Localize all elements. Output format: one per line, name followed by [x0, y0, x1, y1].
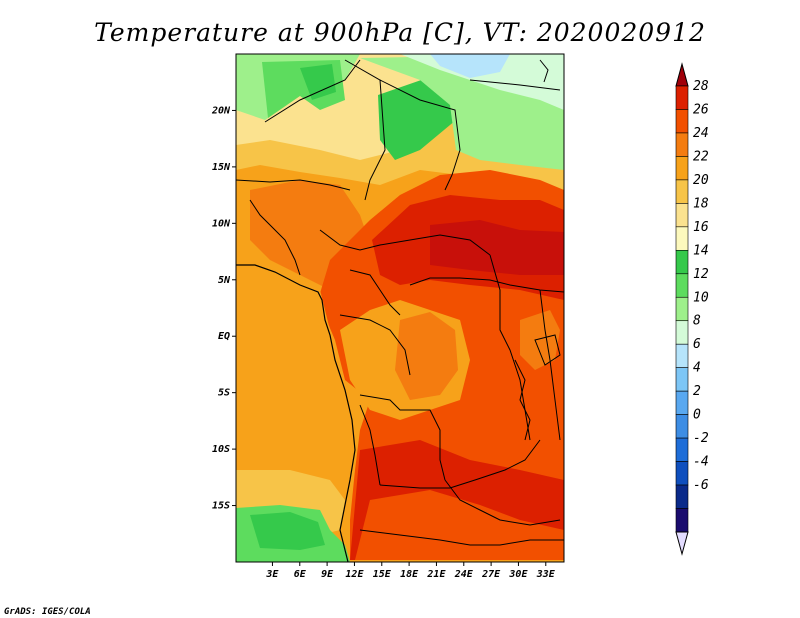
- y-tick-label: 10N: [212, 218, 231, 229]
- colorbar-label: 2: [693, 384, 701, 399]
- colorbar-label: 6: [693, 337, 701, 352]
- colorbar-label: 8: [693, 314, 701, 329]
- y-tick-label: 5S: [218, 388, 230, 399]
- colorbar-label: 14: [693, 243, 709, 258]
- figure-title: Temperature at 900hPa [C], VT: 202002091…: [94, 18, 706, 47]
- colorbar-segment: [675, 250, 689, 275]
- colorbar-bottom-arrow: [675, 531, 689, 556]
- colorbar-segment: [675, 320, 689, 345]
- y-tick-label: 10S: [212, 444, 230, 455]
- grads-credit: GrADS: IGES/COLA: [4, 607, 91, 617]
- colorbar-label: 0: [693, 408, 701, 423]
- colorbar-label: -2: [693, 431, 709, 446]
- temperature-field: [236, 54, 564, 562]
- colorbar-label: 22: [693, 149, 709, 164]
- lake-tanganyika: [514, 359, 531, 441]
- colorbar-segment: [675, 85, 689, 110]
- colorbar-label: 26: [693, 102, 709, 117]
- x-tick-label: 30E: [508, 569, 528, 580]
- colorbar-label: -6: [693, 478, 709, 493]
- colorbar-label: -4: [693, 455, 709, 470]
- colorbar-segment: [675, 343, 689, 368]
- colorbar-segment: [675, 156, 689, 181]
- colorbar-segment: [675, 132, 689, 157]
- colorbar-segment: [675, 273, 689, 298]
- y-tick-label: 20N: [211, 105, 231, 116]
- colorbar-label: 28: [693, 79, 709, 94]
- colorbar-segment: [675, 484, 689, 509]
- lake-victoria: [534, 334, 561, 366]
- colorbar-segment: [675, 109, 689, 134]
- colorbar-label: 16: [693, 220, 709, 235]
- y-tick-label: 5N: [218, 275, 231, 286]
- x-tick-label: 6E: [294, 569, 307, 580]
- x-tick-label: 27E: [481, 569, 501, 580]
- colorbar-label: 4: [693, 361, 701, 376]
- x-tick-label: 21E: [426, 569, 446, 580]
- y-tick-label: 15N: [212, 162, 231, 173]
- colorbar-segment: [675, 414, 689, 439]
- colorbar-segment: [675, 226, 689, 251]
- colorbar-segment: [675, 508, 689, 533]
- colorbar-segment: [675, 437, 689, 462]
- colorbar-top-arrow: [675, 62, 689, 87]
- x-tick-label: 18E: [400, 569, 419, 580]
- colorbar-segment: [675, 179, 689, 204]
- x-tick-label: 15E: [373, 569, 392, 580]
- longitude-ticks: 3E 6E 9E 12E 15E 18E 21E 24E 27E 30E 33E: [265, 562, 556, 580]
- colorbar-label: 20: [693, 173, 709, 188]
- x-tick-label: 9E: [321, 569, 334, 580]
- colorbar-segment: [675, 390, 689, 415]
- y-tick-label: EQ: [218, 331, 230, 342]
- coastline: [236, 264, 356, 562]
- map-frame: [235, 53, 565, 563]
- colorbar-segment: [675, 203, 689, 228]
- colorbar-label: 10: [693, 290, 709, 305]
- colorbar-segment: [675, 367, 689, 392]
- colorbar-segment: [675, 461, 689, 486]
- y-tick-label: 15S: [212, 501, 230, 512]
- colorbar-label: 18: [693, 196, 709, 211]
- latitude-ticks: 20N 15N 10N 5N EQ 5S 10S 15S: [211, 105, 236, 512]
- colorbar-segment: [675, 296, 689, 322]
- x-tick-label: 33E: [536, 569, 556, 580]
- coastline-north: [539, 59, 549, 83]
- colorbar-label: 12: [693, 267, 709, 282]
- x-tick-label: 3E: [265, 569, 279, 580]
- x-tick-label: 12E: [345, 569, 364, 580]
- x-tick-label: 24E: [454, 569, 474, 580]
- colorbar-label: 24: [693, 126, 709, 141]
